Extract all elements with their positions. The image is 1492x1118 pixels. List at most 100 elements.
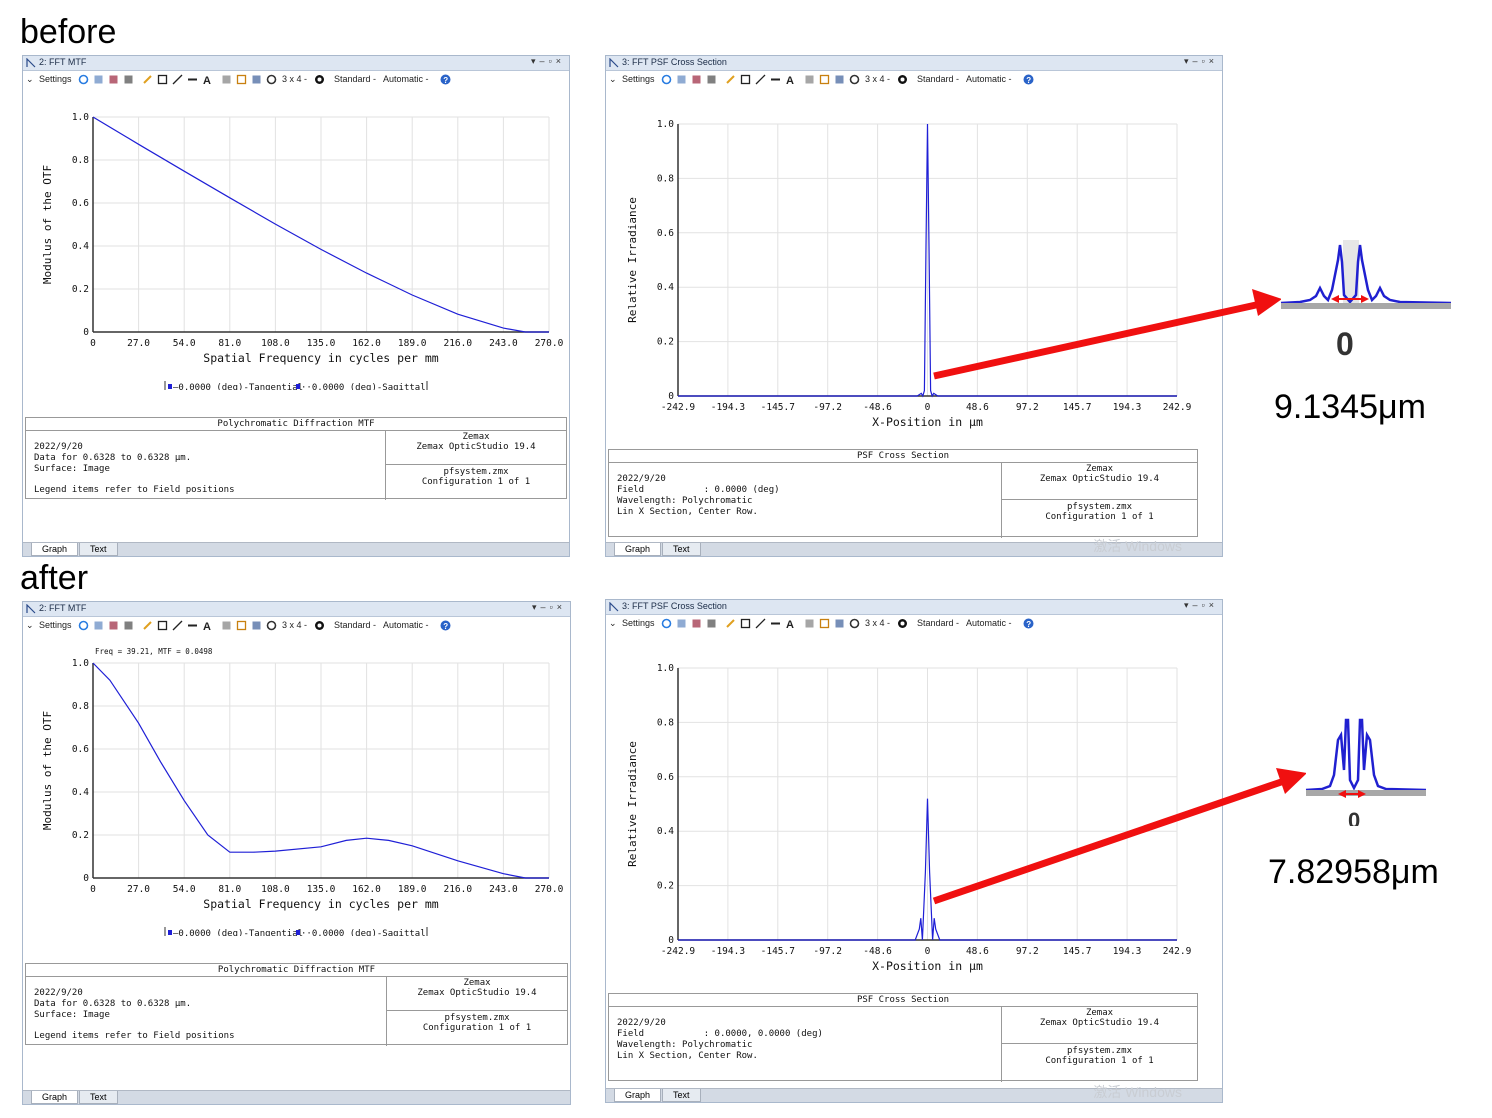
pencil-icon[interactable] bbox=[725, 74, 736, 85]
tab-text[interactable]: Text bbox=[662, 543, 701, 556]
window-titlebar[interactable]: 3: FFT PSF Cross Section ▾–▫× bbox=[606, 600, 1222, 615]
line-icon[interactable] bbox=[770, 618, 781, 629]
layout-icon[interactable] bbox=[236, 620, 247, 631]
layout-icon[interactable] bbox=[819, 74, 830, 85]
tab-graph[interactable]: Graph bbox=[31, 1091, 79, 1104]
layers-icon[interactable] bbox=[849, 618, 860, 629]
help-icon[interactable]: ? bbox=[1023, 74, 1034, 85]
print-icon[interactable] bbox=[123, 620, 134, 631]
target-icon[interactable] bbox=[897, 618, 908, 629]
standard-dropdown[interactable]: Standard - bbox=[917, 74, 960, 84]
print-icon[interactable] bbox=[706, 74, 717, 85]
tab-text[interactable]: Text bbox=[79, 543, 118, 556]
arrow-icon[interactable] bbox=[755, 618, 766, 629]
dropdown-icon[interactable]: ▾ bbox=[531, 602, 541, 612]
rectangle-icon[interactable] bbox=[157, 620, 168, 631]
window-titlebar[interactable]: 3: FFT PSF Cross Section ▾–▫× bbox=[606, 56, 1222, 71]
refresh-icon[interactable] bbox=[78, 620, 89, 631]
maximize-icon[interactable]: ▫ bbox=[1201, 56, 1209, 66]
window-titlebar[interactable]: 2: FFT MTF ▾–▫× bbox=[23, 56, 569, 71]
window-icon[interactable] bbox=[834, 74, 845, 85]
maximize-icon[interactable]: ▫ bbox=[549, 602, 557, 612]
copy-icon[interactable] bbox=[676, 74, 687, 85]
copy-icon[interactable] bbox=[676, 618, 687, 629]
line-icon[interactable] bbox=[770, 74, 781, 85]
close-icon[interactable]: × bbox=[556, 602, 566, 612]
copy-icon[interactable] bbox=[93, 74, 104, 85]
save-icon[interactable] bbox=[691, 74, 702, 85]
text-icon[interactable]: A bbox=[785, 74, 796, 85]
tab-graph[interactable]: Graph bbox=[614, 1089, 662, 1102]
refresh-icon[interactable] bbox=[78, 74, 89, 85]
dropdown-icon[interactable]: ▾ bbox=[1183, 600, 1193, 610]
tab-text[interactable]: Text bbox=[79, 1091, 118, 1104]
rectangle-icon[interactable] bbox=[740, 74, 751, 85]
automatic-dropdown[interactable]: Automatic - bbox=[383, 620, 429, 630]
minimize-icon[interactable]: – bbox=[1192, 56, 1202, 66]
tab-text[interactable]: Text bbox=[662, 1089, 701, 1102]
settings-button[interactable]: Settings bbox=[39, 620, 72, 630]
settings-button[interactable]: Settings bbox=[622, 618, 655, 628]
grid-dropdown[interactable]: 3 x 4 - bbox=[865, 618, 891, 628]
automatic-dropdown[interactable]: Automatic - bbox=[383, 74, 429, 84]
rectangle-icon[interactable] bbox=[157, 74, 168, 85]
lock-icon[interactable] bbox=[221, 74, 232, 85]
line-icon[interactable] bbox=[187, 620, 198, 631]
lock-icon[interactable] bbox=[804, 618, 815, 629]
print-icon[interactable] bbox=[123, 74, 134, 85]
standard-dropdown[interactable]: Standard - bbox=[917, 618, 960, 628]
save-icon[interactable] bbox=[108, 620, 119, 631]
refresh-icon[interactable] bbox=[661, 74, 672, 85]
grid-dropdown[interactable]: 3 x 4 - bbox=[865, 74, 891, 84]
save-icon[interactable] bbox=[691, 618, 702, 629]
text-icon[interactable]: A bbox=[785, 618, 796, 629]
arrow-icon[interactable] bbox=[755, 74, 766, 85]
save-icon[interactable] bbox=[108, 74, 119, 85]
window-icon[interactable] bbox=[251, 620, 262, 631]
refresh-icon[interactable] bbox=[661, 618, 672, 629]
grid-dropdown[interactable]: 3 x 4 - bbox=[282, 620, 308, 630]
minimize-icon[interactable]: – bbox=[1192, 600, 1202, 610]
lock-icon[interactable] bbox=[804, 74, 815, 85]
close-icon[interactable]: × bbox=[1208, 56, 1218, 66]
line-icon[interactable] bbox=[187, 74, 198, 85]
layers-icon[interactable] bbox=[266, 620, 277, 631]
lock-icon[interactable] bbox=[221, 620, 232, 631]
print-icon[interactable] bbox=[706, 618, 717, 629]
layers-icon[interactable] bbox=[849, 74, 860, 85]
tab-graph[interactable]: Graph bbox=[614, 543, 662, 556]
text-icon[interactable]: A bbox=[202, 74, 213, 85]
pencil-icon[interactable] bbox=[725, 618, 736, 629]
settings-button[interactable]: Settings bbox=[622, 74, 655, 84]
help-icon[interactable]: ? bbox=[1023, 618, 1034, 629]
arrow-icon[interactable] bbox=[172, 74, 183, 85]
layout-icon[interactable] bbox=[819, 618, 830, 629]
automatic-dropdown[interactable]: Automatic - bbox=[966, 74, 1012, 84]
maximize-icon[interactable]: ▫ bbox=[1201, 600, 1209, 610]
text-icon[interactable]: A bbox=[202, 620, 213, 631]
copy-icon[interactable] bbox=[93, 620, 104, 631]
minimize-icon[interactable]: – bbox=[540, 602, 550, 612]
settings-chevron-icon[interactable]: ⌄ bbox=[609, 618, 617, 628]
grid-dropdown[interactable]: 3 x 4 - bbox=[282, 74, 308, 84]
target-icon[interactable] bbox=[897, 74, 908, 85]
standard-dropdown[interactable]: Standard - bbox=[334, 620, 377, 630]
maximize-icon[interactable]: ▫ bbox=[548, 56, 556, 66]
minimize-icon[interactable]: – bbox=[539, 56, 549, 66]
help-icon[interactable]: ? bbox=[440, 74, 451, 85]
help-icon[interactable]: ? bbox=[440, 620, 451, 631]
close-icon[interactable]: × bbox=[555, 56, 565, 66]
target-icon[interactable] bbox=[314, 620, 325, 631]
dropdown-icon[interactable]: ▾ bbox=[1183, 56, 1193, 66]
dropdown-icon[interactable]: ▾ bbox=[530, 56, 540, 66]
standard-dropdown[interactable]: Standard - bbox=[334, 74, 377, 84]
pencil-icon[interactable] bbox=[142, 74, 153, 85]
window-icon[interactable] bbox=[251, 74, 262, 85]
settings-chevron-icon[interactable]: ⌄ bbox=[26, 620, 34, 630]
settings-button[interactable]: Settings bbox=[39, 74, 72, 84]
window-icon[interactable] bbox=[834, 618, 845, 629]
rectangle-icon[interactable] bbox=[740, 618, 751, 629]
tab-graph[interactable]: Graph bbox=[31, 543, 79, 556]
pencil-icon[interactable] bbox=[142, 620, 153, 631]
close-icon[interactable]: × bbox=[1208, 600, 1218, 610]
